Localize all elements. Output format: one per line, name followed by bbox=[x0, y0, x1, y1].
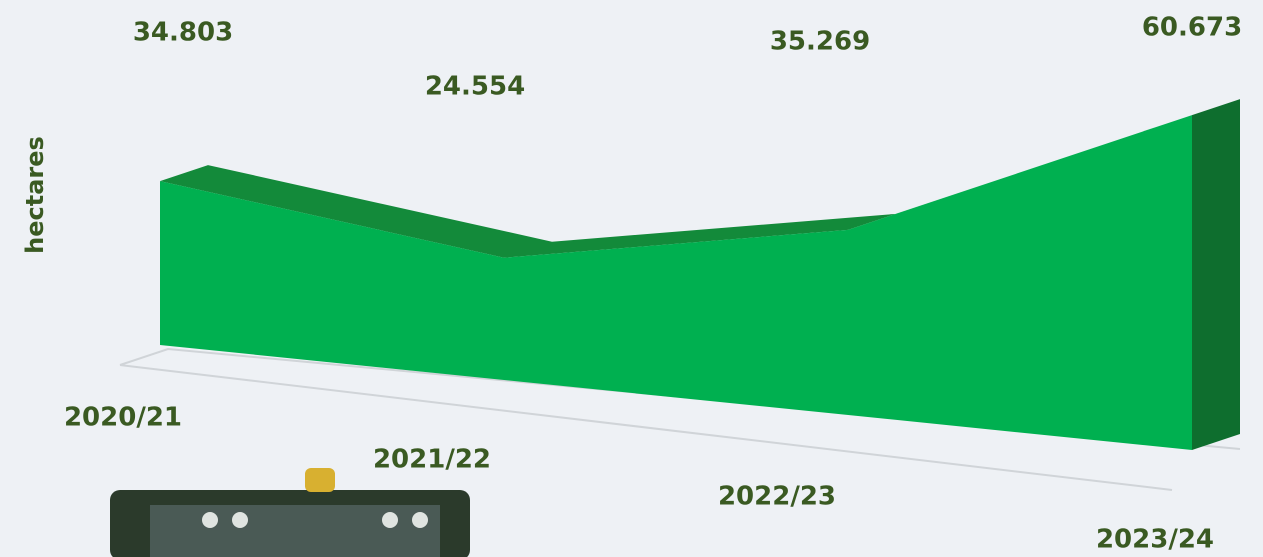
x-tick-label: 2023/24 bbox=[1096, 525, 1214, 555]
chart: hectares 34.803 2020/21 24.554 2021/22 35.26… bbox=[0, 0, 1263, 557]
y-axis-label: hectares bbox=[21, 136, 49, 254]
page: {"chart_data": {"type": "area3d", "y_lab… bbox=[0, 0, 1263, 557]
x-tick-label: 2021/22 bbox=[373, 445, 491, 475]
x-tick-label: 2020/21 bbox=[64, 403, 182, 433]
value-label: 34.803 bbox=[133, 18, 233, 48]
value-label: 35.269 bbox=[770, 27, 870, 57]
x-tick-label: 2022/23 bbox=[718, 482, 836, 512]
value-label: 60.673 bbox=[1142, 13, 1242, 43]
value-label: 24.554 bbox=[425, 72, 525, 102]
area-side bbox=[1192, 99, 1240, 450]
